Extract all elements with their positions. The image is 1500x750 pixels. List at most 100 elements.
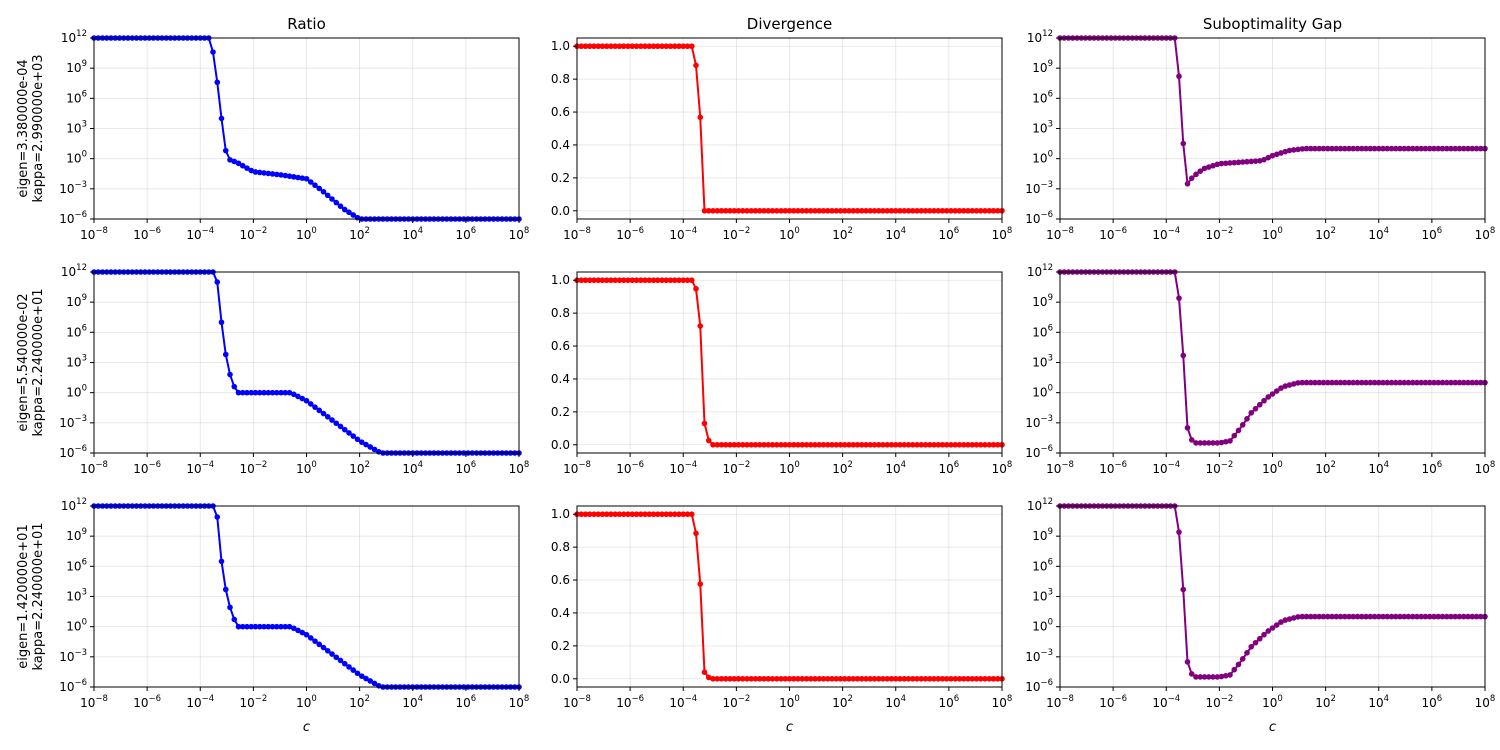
data-point	[1431, 379, 1437, 386]
y-tick-label: 0.0	[551, 672, 570, 686]
data-point	[897, 675, 903, 682]
data-point	[1312, 613, 1318, 620]
data-point	[829, 441, 835, 448]
data-point	[1193, 440, 1199, 446]
data-point	[850, 207, 857, 214]
data-point	[739, 675, 746, 682]
data-point	[816, 441, 823, 448]
data-point	[341, 426, 348, 433]
data-point	[299, 629, 306, 636]
data-point	[1269, 152, 1276, 159]
y-tick-label: 106	[1032, 557, 1053, 573]
data-point	[1469, 145, 1476, 152]
data-point	[705, 674, 712, 681]
data-point	[1392, 613, 1399, 620]
data-point	[697, 581, 704, 587]
data-point	[705, 437, 712, 444]
data-point	[299, 175, 306, 181]
data-point	[235, 623, 242, 630]
data-point	[816, 675, 823, 682]
data-point	[239, 389, 246, 396]
y-tick-label: 10−3	[59, 414, 87, 430]
data-point	[1214, 674, 1221, 680]
data-point	[1392, 379, 1399, 386]
data-point	[1239, 422, 1246, 428]
data-point	[990, 675, 997, 682]
x-tick-label: 100	[779, 694, 800, 710]
data-point	[778, 675, 784, 682]
data-point	[1456, 379, 1463, 386]
data-point	[1201, 440, 1208, 446]
data-point	[1380, 613, 1386, 620]
data-point	[1261, 397, 1267, 404]
data-point	[714, 441, 721, 448]
y-tick-label: 0.6	[551, 339, 570, 353]
x-tick-label: 108	[509, 226, 530, 242]
data-point	[790, 207, 797, 214]
data-point	[829, 675, 835, 682]
data-point	[748, 207, 755, 214]
data-point	[1375, 145, 1382, 152]
data-point	[837, 441, 844, 448]
data-point	[620, 43, 627, 50]
data-point	[1295, 146, 1301, 153]
data-point	[261, 389, 267, 396]
data-point	[982, 675, 988, 682]
data-point	[833, 441, 840, 448]
data-point	[676, 511, 682, 518]
data-point	[633, 43, 640, 50]
x-tick-label: 10−8	[80, 694, 108, 710]
data-point	[710, 675, 716, 682]
data-point	[214, 514, 221, 520]
data-point	[1235, 427, 1242, 434]
x-tick-label: 10−4	[1152, 226, 1180, 242]
data-point	[909, 207, 916, 214]
y-tick-label: 106	[66, 89, 87, 105]
data-point	[312, 182, 318, 189]
data-point	[799, 207, 806, 214]
data-point	[1329, 145, 1335, 152]
data-point	[1286, 616, 1293, 622]
data-point	[333, 199, 340, 206]
data-point	[667, 277, 674, 284]
data-point	[926, 207, 933, 214]
data-point	[1218, 439, 1225, 446]
y-tick-label: 100	[66, 384, 87, 400]
data-point	[256, 169, 263, 176]
data-point	[676, 43, 682, 50]
data-point	[693, 530, 699, 537]
data-point	[880, 207, 886, 214]
x-tick-label: 106	[456, 694, 477, 710]
data-point	[290, 625, 297, 632]
y-tick-label: 0.8	[551, 306, 570, 320]
data-point	[1197, 440, 1204, 446]
gridlines	[93, 271, 520, 454]
data-point	[693, 62, 699, 69]
data-point	[990, 441, 997, 448]
data-point	[1469, 613, 1476, 620]
data-point	[1286, 382, 1293, 388]
x-tick-label: 10−6	[1099, 460, 1127, 476]
data-point	[735, 675, 742, 682]
data-point	[1439, 613, 1446, 620]
data-point	[1418, 379, 1425, 386]
data-point	[1431, 145, 1437, 152]
data-point	[778, 207, 784, 214]
data-point	[1401, 145, 1408, 152]
subplot-r3-suboptimality-gap: 10−8 10−6 10−4 10−2 100 102 104 106 10810−610−31…	[1025, 497, 1495, 735]
data-point	[642, 43, 648, 50]
data-point	[803, 441, 810, 448]
data-point	[773, 441, 780, 448]
data-point	[922, 207, 929, 214]
y-tick-label: 109	[1032, 527, 1053, 543]
data-point	[1456, 145, 1463, 152]
data-point	[591, 277, 597, 284]
data-point	[718, 441, 725, 448]
data-point	[914, 441, 920, 448]
data-point	[303, 631, 310, 638]
data-point	[346, 209, 352, 216]
data-point	[307, 179, 314, 185]
data-point	[901, 207, 908, 214]
data-point	[337, 657, 344, 664]
data-point	[884, 207, 891, 214]
